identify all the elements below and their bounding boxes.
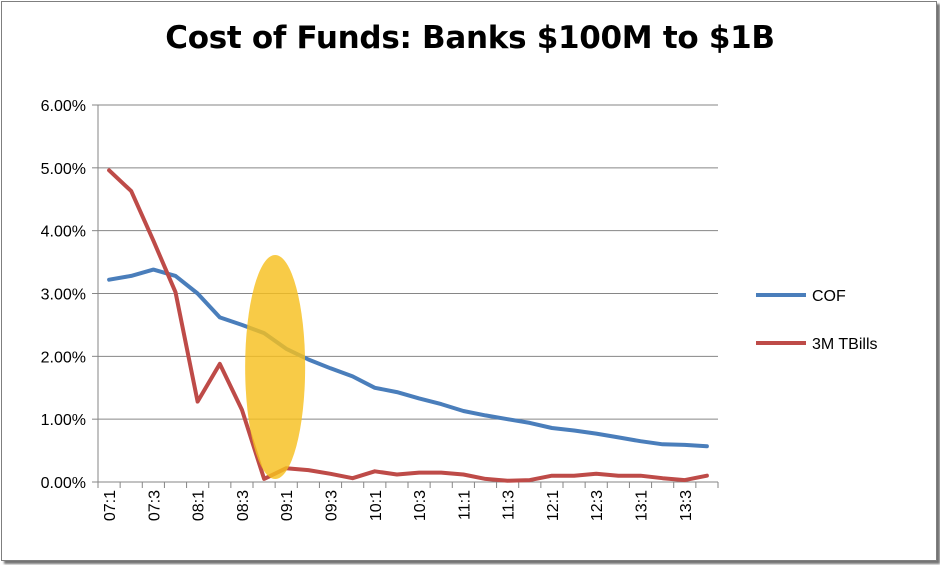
- series-line-cof: [107, 267, 709, 449]
- highlight-ellipse: [245, 255, 306, 480]
- legend-label-cof: COF: [812, 288, 846, 305]
- y-axis-ticks: 0.00% 1.00% 2.00% 3.00% 4.00% 5.00% 6.00%: [41, 98, 86, 492]
- gridlines: [98, 104, 718, 420]
- y-tick-label: 4.00%: [41, 224, 86, 241]
- y-tick-label: 2.00%: [41, 349, 86, 366]
- series-group: [107, 168, 709, 483]
- x-tick-label: 10:3: [412, 490, 429, 521]
- x-tick-label: 08:3: [235, 490, 252, 521]
- x-tick-label: 12:1: [545, 490, 562, 521]
- x-tick-label: 07:1: [102, 490, 119, 521]
- x-axis-ticks: 07:1 07:3 08:1 08:3 09:1 09:3 10:1 10:3 11:1 11:3…: [102, 490, 695, 521]
- x-tick-label: 12:3: [589, 490, 606, 521]
- legend-label-3m-tbills: 3M TBills: [812, 336, 878, 353]
- x-tick-label: 11:3: [501, 490, 518, 520]
- y-tick-label: 6.00%: [41, 98, 86, 115]
- highlight-group: [245, 255, 306, 480]
- y-tick-label: 0.00%: [41, 475, 86, 492]
- y-tick-label: 1.00%: [41, 412, 86, 429]
- y-tick-label: 5.00%: [41, 161, 86, 178]
- chart-title: Cost of Funds: Banks $100M to $1B: [165, 20, 775, 56]
- x-tick-label: 09:1: [279, 490, 296, 521]
- x-tick-label: 10:1: [368, 490, 385, 521]
- legend: COF 3M TBills: [756, 288, 878, 353]
- x-tick-label: 13:1: [634, 490, 651, 521]
- x-tick-label: 13:3: [678, 490, 695, 521]
- x-tick-label: 09:3: [324, 490, 341, 521]
- x-tick-label: 11:1: [456, 490, 473, 520]
- x-tick-label: 07:3: [146, 490, 163, 521]
- y-tick-label: 3.00%: [41, 287, 86, 304]
- x-tick-label: 08:1: [191, 490, 208, 521]
- series-line-3m-tbills: [107, 168, 709, 483]
- axes: [92, 104, 719, 488]
